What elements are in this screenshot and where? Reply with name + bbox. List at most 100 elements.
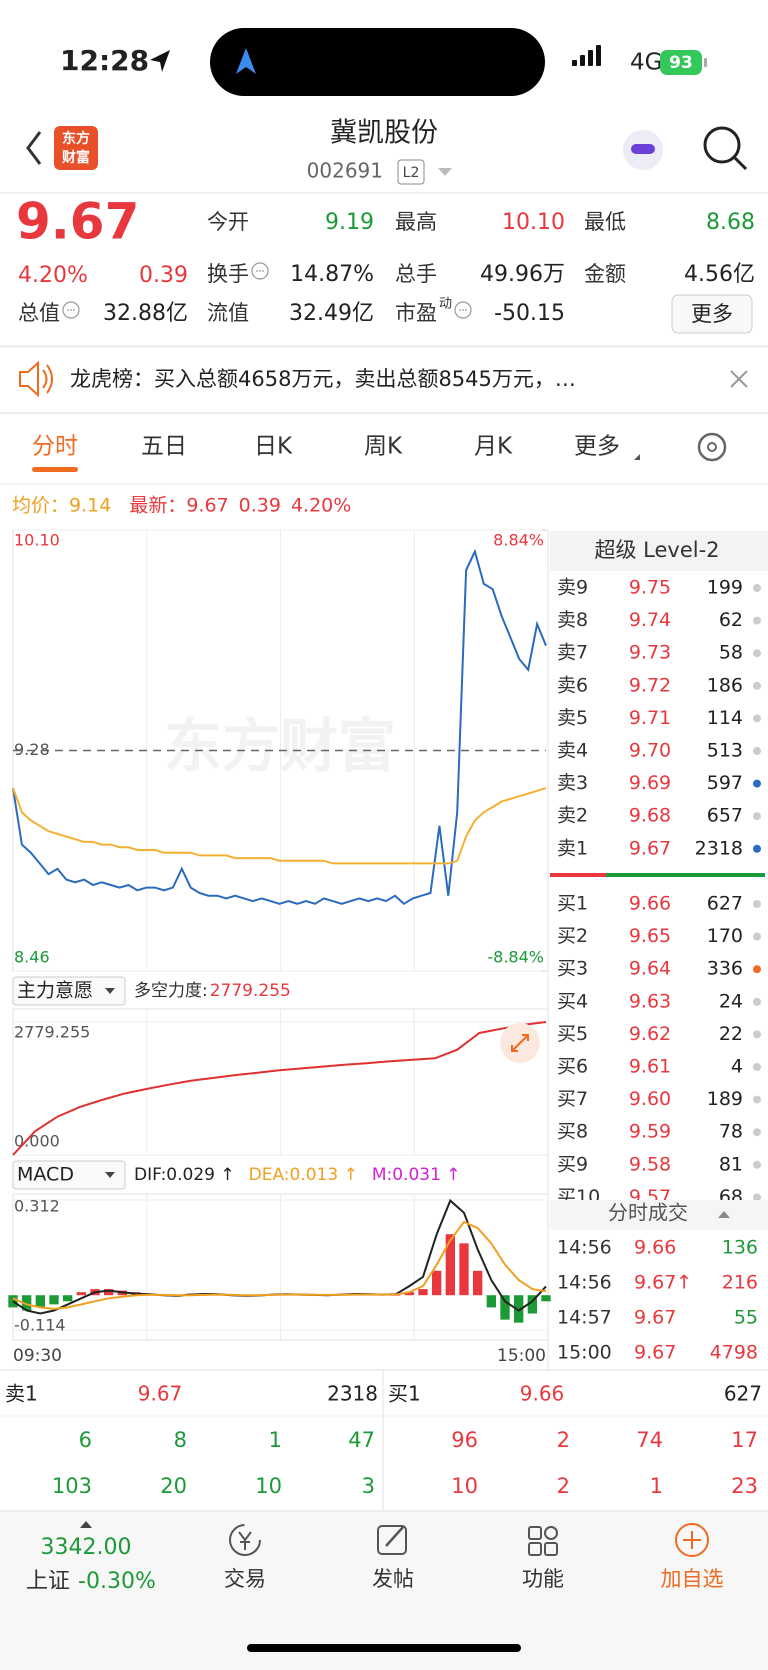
book-dot bbox=[753, 1160, 761, 1169]
tab-bar-item[interactable]: 功能 bbox=[522, 1567, 564, 1591]
dropdown-caret bbox=[438, 168, 452, 176]
tab[interactable]: 周K bbox=[364, 434, 403, 460]
legend-entry: M:0.031 ↑ bbox=[372, 1165, 461, 1185]
tab[interactable]: 更多 bbox=[574, 434, 620, 460]
index-name[interactable]: 上证 bbox=[26, 1569, 70, 1594]
book-price: 9.70 bbox=[629, 740, 671, 762]
order-count: 1 bbox=[269, 1428, 282, 1452]
order-count: 1 bbox=[650, 1474, 663, 1498]
tab-bar bbox=[0, 1511, 768, 1670]
book-volume: 114 bbox=[707, 707, 743, 729]
network: 4G bbox=[630, 50, 662, 76]
selector-caret bbox=[105, 1172, 115, 1178]
notice-text[interactable]: 龙虎榜：买入总额4658万元，卖出总额8545万元，… bbox=[70, 367, 576, 391]
x-label: 09:30 bbox=[13, 1346, 62, 1366]
order-count: 2 bbox=[557, 1474, 570, 1498]
info-dot bbox=[70, 309, 72, 311]
tab[interactable]: 日K bbox=[254, 434, 293, 460]
stat-label: 市盈 bbox=[395, 301, 437, 325]
book-volume: 62 bbox=[719, 609, 743, 631]
stock-code: 002691 bbox=[307, 159, 383, 183]
trade-volume: 136 bbox=[722, 1237, 758, 1259]
macd-bar bbox=[473, 1270, 483, 1296]
search-icon[interactable] bbox=[703, 126, 741, 164]
stat-value: -50.15 bbox=[494, 301, 565, 326]
macd-bar bbox=[514, 1295, 524, 1323]
app-logo bbox=[54, 126, 98, 170]
tab-bar-item[interactable]: 交易 bbox=[224, 1567, 266, 1591]
assistant-visor bbox=[631, 144, 655, 154]
book-price: 9.62 bbox=[629, 1023, 671, 1045]
order-count: 96 bbox=[451, 1428, 478, 1452]
indicator-selector[interactable] bbox=[12, 976, 126, 1006]
tick-label: 0.000 bbox=[14, 1132, 60, 1151]
ask1-volume: 2318 bbox=[327, 1382, 378, 1406]
book-label: 卖4 bbox=[557, 740, 588, 762]
tab-bar-item[interactable]: 加自选 bbox=[661, 1567, 724, 1591]
tab[interactable]: 五日 bbox=[141, 434, 187, 460]
macd-bar bbox=[418, 1289, 428, 1296]
indicator-selector[interactable] bbox=[12, 1160, 126, 1190]
macd-bar bbox=[445, 1234, 455, 1296]
book-dot bbox=[753, 965, 761, 974]
summary-latest-label: 最新： bbox=[129, 495, 186, 517]
trade-price: 9.67 bbox=[634, 1342, 676, 1364]
more-button-text[interactable]: 更多 bbox=[691, 302, 733, 326]
order-count: 74 bbox=[636, 1428, 663, 1452]
macd-bar bbox=[500, 1295, 510, 1320]
book-dot bbox=[753, 1095, 761, 1104]
signal-bar bbox=[588, 50, 593, 66]
indicator-label: 多空力度: bbox=[134, 981, 208, 1001]
order-count: 10 bbox=[255, 1474, 282, 1498]
stat-label: 换手 bbox=[207, 262, 249, 286]
book-volume: 58 bbox=[719, 642, 743, 664]
info-dot bbox=[462, 309, 464, 311]
book-price: 9.59 bbox=[629, 1121, 671, 1143]
macd-bar bbox=[76, 1292, 86, 1296]
indicator-selector-text[interactable]: 主力意愿 bbox=[17, 980, 93, 1002]
function-icon bbox=[528, 1526, 542, 1540]
trade-time: 14:56 bbox=[557, 1272, 612, 1294]
bid1-price: 9.66 bbox=[520, 1382, 565, 1406]
book-label: 买2 bbox=[557, 925, 588, 947]
indicator-selector-text[interactable]: MACD bbox=[17, 1164, 74, 1186]
book-price: 9.58 bbox=[629, 1153, 671, 1175]
index-value[interactable]: 3342.00 bbox=[41, 1535, 132, 1560]
book-label: 买6 bbox=[557, 1056, 588, 1078]
tick-label: 9.28 bbox=[14, 740, 50, 759]
stat-value: 4.56亿 bbox=[684, 262, 755, 287]
back-button[interactable] bbox=[26, 131, 42, 165]
more-button[interactable] bbox=[671, 294, 753, 334]
book-volume: 627 bbox=[707, 893, 743, 915]
book-dot bbox=[753, 616, 761, 625]
macd-bar bbox=[432, 1270, 442, 1296]
tab-bar-item[interactable]: 发帖 bbox=[372, 1567, 414, 1591]
info-dot bbox=[67, 309, 69, 311]
index-change[interactable]: -0.30% bbox=[78, 1569, 156, 1594]
level2-title: 超级 Level-2 bbox=[594, 538, 719, 562]
info-icon bbox=[62, 301, 80, 319]
info-dot bbox=[259, 270, 261, 272]
series-line bbox=[12, 1021, 547, 1156]
trade-price: 9.67 bbox=[634, 1307, 676, 1329]
book-price: 9.69 bbox=[629, 772, 671, 794]
logo-text: 财富 bbox=[61, 149, 90, 166]
book-label: 买8 bbox=[557, 1121, 588, 1143]
info-icon bbox=[251, 262, 269, 280]
summary-change: 0.39 bbox=[239, 495, 281, 517]
change-percent: 4.20% bbox=[18, 263, 88, 288]
tab[interactable]: 月K bbox=[474, 434, 513, 460]
stat-label: 流值 bbox=[207, 301, 249, 325]
tab[interactable]: 分时 bbox=[32, 434, 78, 460]
battery-level: 93 bbox=[669, 53, 693, 73]
book-volume: 597 bbox=[707, 772, 743, 794]
status-time: 12:28 bbox=[60, 44, 149, 77]
settings-icon[interactable] bbox=[697, 432, 727, 462]
divider bbox=[730, 370, 748, 388]
macd-bar bbox=[527, 1295, 537, 1314]
book-volume: 186 bbox=[707, 674, 743, 696]
signal-bar bbox=[596, 45, 601, 66]
level-badge-text: L2 bbox=[403, 165, 420, 181]
bid1-label: 买1 bbox=[388, 1382, 421, 1406]
book-label: 卖6 bbox=[557, 674, 588, 696]
